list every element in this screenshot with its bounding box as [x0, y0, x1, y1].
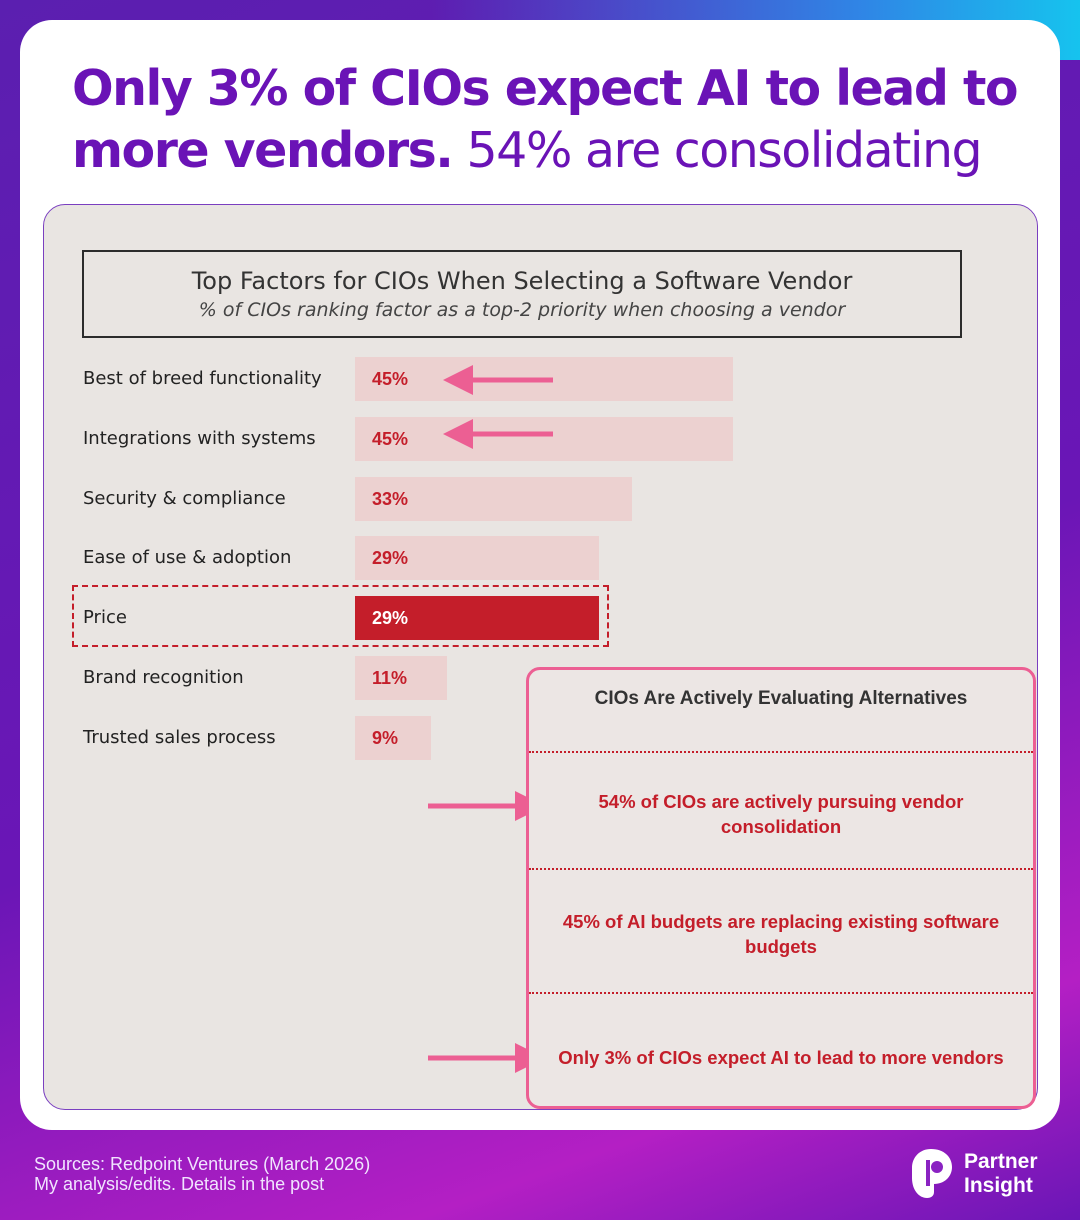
headline-bold: Only 3% of CIOs expect AI to lead to mor… — [72, 60, 1019, 179]
callout-title: CIOs Are Actively Evaluating Alternative… — [594, 688, 968, 709]
bar-trusted-sales-process — [355, 716, 431, 760]
source-line-2: My analysis/edits. Details in the post — [34, 1174, 325, 1194]
bar-security-compliance — [355, 477, 632, 521]
partner-insight-logo: Partner Insight — [906, 1146, 1066, 1202]
callout-stat-more-vendors: Only 3% of CIOs expect AI to lead to mor… — [558, 1047, 1004, 1068]
bar-value-integrations-with-systems: 45% — [372, 429, 409, 449]
bar-value-security-compliance: 33% — [372, 489, 409, 509]
bar-value-ease-of-use-adoption: 29% — [372, 548, 409, 568]
bar-ease-of-use-adoption — [355, 536, 599, 580]
callout-stat-ai-budgets: 45% of AI budgets are replacing existing… — [562, 911, 1000, 957]
bar-label-integrations-with-systems: Integrations with systems — [83, 428, 316, 449]
bar-label-brand-recognition: Brand recognition — [83, 667, 244, 688]
bar-integrations-with-systems — [355, 417, 733, 461]
chart-title: Top Factors for CIOs When Selecting a So… — [191, 267, 853, 295]
bar-label-best-of-breed-functionality: Best of breed functionality — [83, 368, 322, 389]
callout-separator — [529, 992, 1033, 994]
headline-regular: 54% are consolidating — [466, 122, 983, 179]
callout-box: CIOs Are Actively Evaluating Alternative… — [526, 667, 1036, 1109]
bar-label-ease-of-use-adoption: Ease of use & adoption — [83, 547, 292, 568]
callout-separator — [529, 751, 1033, 753]
bar-brand-recognition — [355, 656, 447, 700]
bar-label-trusted-sales-process: Trusted sales process — [83, 727, 276, 748]
callout-stat-consolidation: 54% of CIOs are actively pursuing vendor… — [598, 791, 964, 837]
chart-title-box: Top Factors for CIOs When Selecting a So… — [82, 250, 962, 338]
bar-best-of-breed-functionality — [355, 357, 733, 401]
price-highlight-box — [72, 585, 609, 647]
bar-value-best-of-breed-functionality: 45% — [372, 369, 409, 389]
brand-name-line-2: Insight — [964, 1174, 1033, 1197]
bar-value-brand-recognition: 11% — [372, 668, 408, 688]
headline: Only 3% of CIOs expect AI to lead to mor… — [72, 58, 1032, 182]
source-line-1: Sources: Redpoint Ventures (March 2026) — [34, 1154, 371, 1174]
bar-label-security-compliance: Security & compliance — [83, 488, 286, 509]
bar-value-trusted-sales-process: 9% — [372, 728, 399, 748]
chart-subtitle: % of CIOs ranking factor as a top-2 prio… — [198, 299, 846, 321]
bar-value-price: 29% — [372, 608, 409, 628]
callout-separator — [529, 868, 1033, 870]
partner-insight-logo-icon — [912, 1149, 952, 1198]
bar-price — [355, 596, 599, 640]
brand-name-line-1: Partner — [964, 1150, 1038, 1173]
bar-label-price: Price — [83, 607, 127, 628]
source-note: Sources: Redpoint Ventures (March 2026) … — [34, 1154, 370, 1194]
